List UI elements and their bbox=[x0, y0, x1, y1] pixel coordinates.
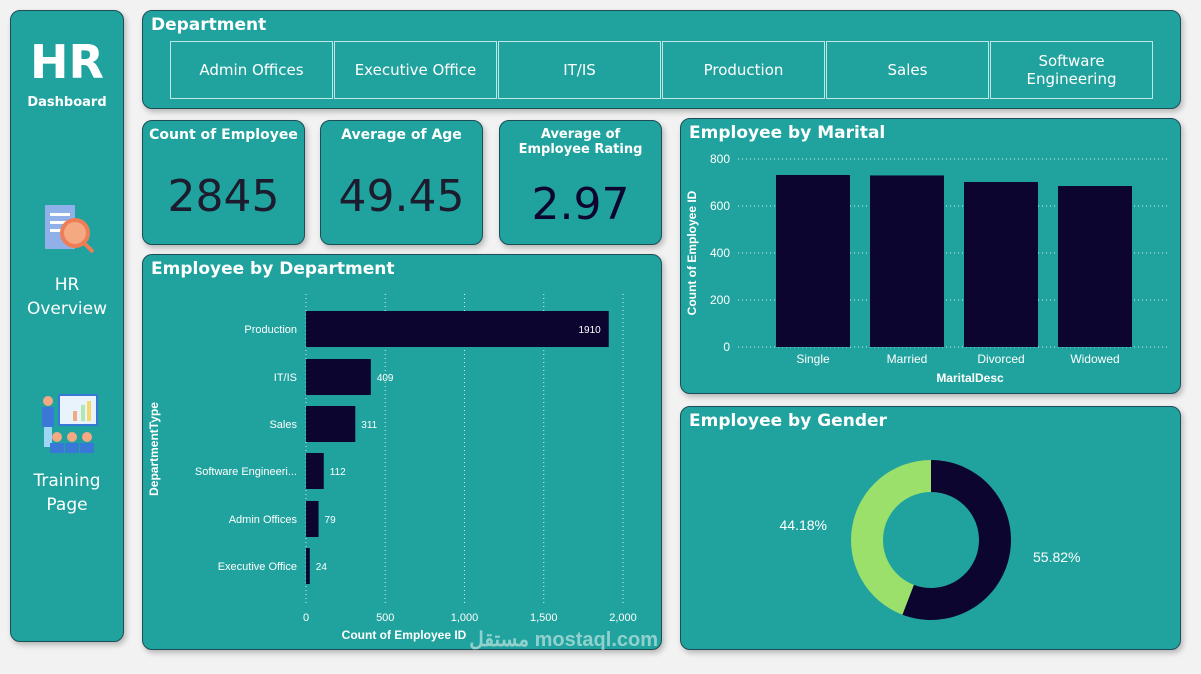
nav-label: Training bbox=[33, 471, 101, 491]
x-tick-label: 1,500 bbox=[530, 612, 558, 624]
chart-title: Employee by Department bbox=[151, 259, 395, 279]
kpi-value: 2.97 bbox=[531, 179, 630, 230]
employee-by-gender-chart: Employee by Gender 55.82% 44.18% bbox=[680, 406, 1181, 650]
bar[interactable] bbox=[306, 359, 371, 395]
y-axis-title: DepartmentType bbox=[147, 402, 161, 496]
bar[interactable] bbox=[776, 174, 850, 347]
y-tick-label: Admin Offices bbox=[229, 514, 298, 526]
donut-slice[interactable] bbox=[851, 460, 931, 615]
bar[interactable] bbox=[306, 311, 609, 347]
watermark: مستقل mostaql.com bbox=[469, 629, 658, 650]
x-axis-title: MaritalDesc bbox=[936, 371, 1004, 385]
bar[interactable] bbox=[964, 182, 1038, 347]
y-tick-label: IT/IS bbox=[274, 372, 297, 384]
slicer-option[interactable]: IT/IS bbox=[498, 41, 661, 99]
slicer-option[interactable]: Software Engineering bbox=[990, 41, 1153, 99]
employee-by-department-chart: Employee by Department 0 500 1,000 1,500 2,0… bbox=[142, 254, 662, 650]
y-tick-label: 200 bbox=[710, 293, 730, 307]
chart-title: Employee by Marital bbox=[689, 123, 886, 143]
bar[interactable] bbox=[306, 406, 356, 442]
bar[interactable] bbox=[1058, 186, 1132, 347]
kpi-value: 49.45 bbox=[338, 171, 465, 222]
x-tick-label: 1,000 bbox=[451, 612, 479, 624]
data-label: 79 bbox=[325, 515, 337, 526]
nav-label: Overview bbox=[26, 299, 108, 319]
slicer-option[interactable]: Executive Office bbox=[334, 41, 497, 99]
data-label: 409 bbox=[377, 373, 394, 384]
kpi-label: Count of Employee bbox=[149, 127, 298, 143]
slicer-option[interactable]: Production bbox=[662, 41, 825, 99]
bar[interactable] bbox=[306, 453, 324, 489]
presentation-training-icon[interactable] bbox=[37, 393, 99, 455]
kpi-average-rating: Average of Employee Rating 2.97 bbox=[499, 120, 662, 245]
bar[interactable] bbox=[306, 501, 319, 537]
y-tick-label: Production bbox=[244, 324, 297, 336]
x-tick-label: Widowed bbox=[1070, 352, 1119, 366]
department-slicer: Department Admin Offices Executive Office… bbox=[142, 10, 1181, 109]
y-tick-label: Executive Office bbox=[218, 561, 297, 573]
nav-training-page[interactable]: Training Page bbox=[11, 471, 123, 515]
slicer-option[interactable]: Sales bbox=[826, 41, 989, 99]
y-tick-label: 600 bbox=[710, 199, 730, 213]
slice-label: 44.18% bbox=[780, 517, 827, 533]
x-tick-label: 0 bbox=[303, 612, 309, 624]
y-axis-title: Count of Employee ID bbox=[685, 190, 699, 315]
y-tick-label: 0 bbox=[723, 340, 730, 354]
kpi-count-employee: Count of Employee 2845 bbox=[142, 120, 305, 245]
sidebar: HR Dashboard HR Overview Training Page bbox=[10, 10, 124, 642]
y-tick-label: Sales bbox=[269, 419, 297, 431]
x-tick-label: Divorced bbox=[977, 352, 1024, 366]
bar[interactable] bbox=[306, 548, 310, 584]
nav-label: Page bbox=[46, 495, 88, 515]
x-axis-title: Count of Employee ID bbox=[342, 628, 467, 642]
kpi-value: 2845 bbox=[167, 171, 280, 222]
kpi-label: Average of Employee Rating bbox=[518, 127, 643, 157]
data-label: 1910 bbox=[578, 325, 601, 336]
slicer-title: Department bbox=[151, 15, 267, 35]
kpi-label: Average of Age bbox=[341, 127, 462, 143]
y-tick-label: 800 bbox=[710, 152, 730, 166]
chart-title: Employee by Gender bbox=[689, 411, 887, 431]
logo-title: HR bbox=[30, 35, 104, 89]
x-tick-label: 500 bbox=[376, 612, 394, 624]
kpi-average-age: Average of Age 49.45 bbox=[320, 120, 483, 245]
y-tick-label: Software Engineeri... bbox=[195, 466, 297, 478]
x-tick-label: Married bbox=[887, 352, 928, 366]
x-tick-label: Single bbox=[796, 352, 830, 366]
y-tick-label: 400 bbox=[710, 246, 730, 260]
data-label: 112 bbox=[330, 467, 346, 478]
nav-label: HR bbox=[54, 275, 80, 295]
x-tick-label: 2,000 bbox=[609, 612, 637, 624]
employee-by-marital-chart: Employee by Marital 0 200 400 600 800 Single M… bbox=[680, 118, 1181, 394]
nav-hr-overview[interactable]: HR Overview bbox=[11, 275, 123, 319]
slicer-option[interactable]: Admin Offices bbox=[170, 41, 333, 99]
slice-label: 55.82% bbox=[1033, 549, 1080, 565]
donut-slice[interactable] bbox=[902, 460, 1011, 620]
hr-report-search-icon[interactable] bbox=[43, 203, 99, 255]
data-label: 311 bbox=[361, 420, 377, 431]
logo-subtitle: Dashboard bbox=[27, 95, 107, 110]
data-label: 24 bbox=[316, 562, 328, 573]
bar[interactable] bbox=[870, 175, 944, 347]
